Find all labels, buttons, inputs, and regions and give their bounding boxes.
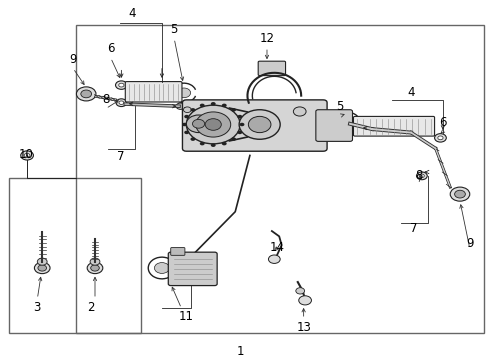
Circle shape [116,99,127,107]
Text: 7: 7 [117,150,124,163]
Circle shape [193,120,205,128]
Circle shape [299,296,312,305]
Text: 5: 5 [171,23,178,36]
Text: 11: 11 [179,310,194,323]
Circle shape [119,101,124,104]
Circle shape [154,262,170,273]
Text: 12: 12 [260,32,274,45]
FancyBboxPatch shape [125,82,182,102]
Circle shape [231,108,236,112]
Circle shape [37,258,47,265]
FancyBboxPatch shape [171,248,185,255]
Circle shape [21,151,33,160]
Text: 9: 9 [69,53,77,66]
Circle shape [34,262,50,274]
Text: 13: 13 [296,321,311,334]
FancyBboxPatch shape [353,116,435,136]
Circle shape [184,115,189,118]
Circle shape [296,288,305,294]
Bar [76,25,485,333]
Bar [9,178,142,333]
Circle shape [200,104,205,107]
Text: 14: 14 [270,241,284,254]
Circle shape [24,153,30,158]
Text: 7: 7 [410,222,417,235]
Text: 2: 2 [87,301,95,314]
Circle shape [222,104,227,107]
Circle shape [435,134,446,142]
Circle shape [231,138,236,141]
FancyBboxPatch shape [168,252,217,285]
Circle shape [182,123,187,126]
Circle shape [341,117,354,127]
Circle shape [76,87,96,101]
Circle shape [186,105,240,144]
Text: 4: 4 [129,7,136,20]
Circle shape [211,143,216,147]
Circle shape [416,172,427,180]
Circle shape [205,119,221,130]
FancyBboxPatch shape [258,61,286,76]
Circle shape [450,187,470,201]
Circle shape [237,131,242,134]
Circle shape [183,107,191,113]
Text: 6: 6 [439,116,447,129]
Circle shape [186,115,211,132]
Circle shape [177,88,191,98]
Circle shape [90,258,100,265]
Circle shape [455,190,466,198]
Text: 8: 8 [102,93,109,106]
Circle shape [294,107,306,116]
Circle shape [176,103,185,109]
Text: 1: 1 [236,345,244,358]
Circle shape [119,83,124,87]
Circle shape [438,136,443,140]
Text: 4: 4 [407,86,415,99]
Circle shape [239,110,280,139]
Circle shape [211,102,216,105]
Circle shape [200,142,205,145]
Circle shape [191,108,196,112]
FancyBboxPatch shape [316,110,352,141]
Text: 8: 8 [415,169,422,182]
Circle shape [87,262,103,274]
Circle shape [419,174,424,177]
Circle shape [81,90,92,98]
Text: 9: 9 [466,237,473,251]
Circle shape [116,81,127,89]
FancyBboxPatch shape [182,100,327,151]
Circle shape [196,112,231,137]
Circle shape [191,138,196,141]
Circle shape [38,265,47,271]
Text: 3: 3 [34,301,41,314]
Circle shape [91,265,99,271]
Circle shape [184,131,189,134]
Circle shape [269,255,280,264]
Text: 5: 5 [337,100,344,113]
Circle shape [248,116,271,132]
Circle shape [240,123,245,126]
Text: 6: 6 [107,42,114,55]
Circle shape [237,115,242,118]
Text: 10: 10 [19,148,33,161]
Circle shape [222,142,227,145]
